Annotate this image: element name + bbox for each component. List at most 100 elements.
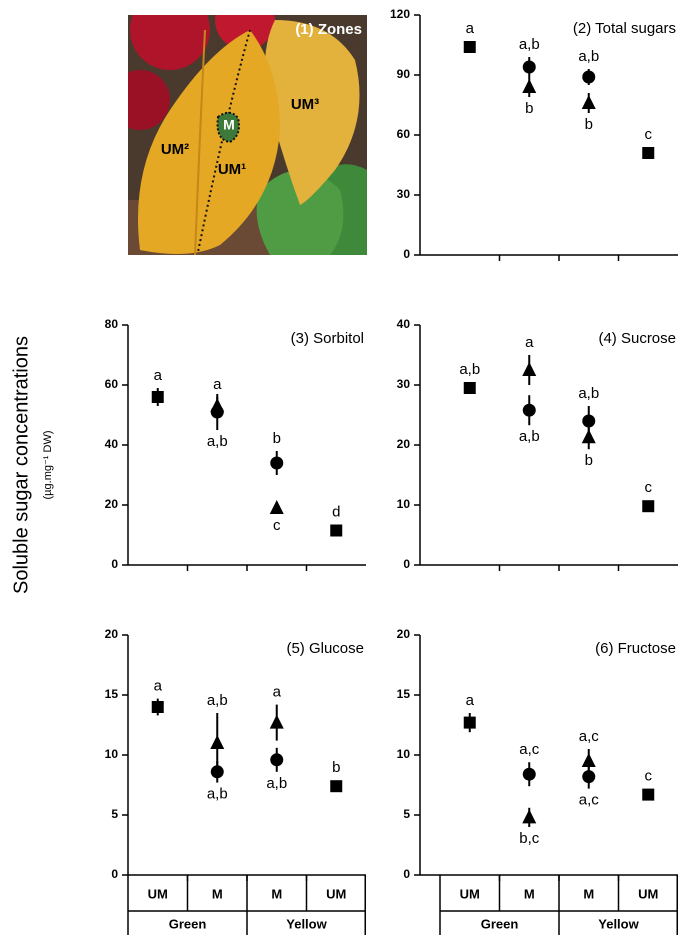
triangle-marker: [210, 398, 225, 412]
zone-label: UM³: [291, 96, 319, 113]
significance-letter: b: [585, 452, 593, 469]
x-category-label: UM: [460, 886, 480, 901]
x-category-label: M: [212, 886, 223, 901]
significance-letter: a,b: [578, 48, 599, 65]
triangle-marker: [522, 362, 537, 376]
square-marker: [642, 788, 655, 801]
y-tick-label: 80: [105, 317, 119, 331]
triangle-marker: [522, 79, 537, 93]
triangle-marker: [581, 429, 596, 444]
y-tick-label: 10: [105, 747, 119, 761]
y-tick-label: 0: [111, 557, 118, 571]
significance-letter: c: [645, 768, 653, 785]
photo-title: (1) Zones: [295, 21, 362, 38]
square-marker: [330, 780, 343, 793]
x-category-label: M: [271, 886, 282, 901]
significance-letter: a: [525, 334, 534, 351]
y-tick-label: 90: [397, 67, 411, 81]
circle-marker: [270, 456, 284, 470]
triangle-marker: [581, 95, 596, 109]
x-group-label: Yellow: [598, 916, 639, 931]
y-tick-label: 5: [111, 807, 118, 821]
y-tick-label: 5: [403, 807, 410, 821]
y-tick-label: 40: [105, 437, 119, 451]
significance-letter: c: [273, 517, 281, 534]
significance-letter: a,b: [519, 36, 540, 53]
significance-letter: a,b: [207, 692, 228, 709]
zone-label: UM¹: [218, 161, 246, 178]
significance-letter: c: [645, 126, 653, 143]
square-marker: [463, 41, 476, 53]
y-tick-label: 15: [105, 687, 119, 701]
square-marker: [463, 382, 476, 394]
significance-letter: b: [525, 100, 533, 117]
significance-letter: a: [213, 376, 222, 393]
circle-marker: [522, 403, 536, 417]
x-group-label: Green: [481, 916, 519, 931]
significance-letter: a: [466, 20, 475, 37]
y-tick-label: 0: [403, 247, 410, 261]
y-tick-label: 15: [397, 687, 411, 701]
significance-letter: b: [332, 759, 340, 776]
significance-letter: a,c: [519, 741, 540, 758]
y-axis-unit: (µg.mg⁻¹ DW): [42, 431, 54, 500]
y-tick-label: 20: [397, 437, 411, 451]
square-marker: [642, 500, 655, 513]
y-tick-label: 10: [397, 747, 411, 761]
x-category-label: UM: [326, 886, 346, 901]
chart-title: (6) Fructose: [595, 640, 676, 657]
triangle-marker: [522, 809, 537, 824]
y-tick-label: 0: [111, 867, 118, 881]
significance-letter: a,c: [579, 792, 600, 809]
circle-marker: [522, 60, 536, 74]
y-tick-label: 0: [403, 867, 410, 881]
triangle-marker: [581, 753, 596, 767]
significance-letter: a,c: [579, 728, 600, 745]
y-tick-label: 40: [397, 317, 411, 331]
y-tick-label: 20: [397, 627, 411, 641]
square-marker: [463, 716, 476, 729]
triangle-marker: [269, 714, 284, 729]
significance-letter: a: [154, 678, 163, 695]
photo: [128, 15, 367, 255]
circle-marker: [582, 70, 596, 84]
x-group-label: Green: [169, 916, 207, 931]
chart-title: (2) Total sugars: [573, 20, 676, 37]
significance-letter: b,c: [519, 830, 540, 847]
chart-title: (5) Glucose: [286, 640, 364, 657]
significance-letter: b: [585, 116, 593, 133]
y-tick-label: 120: [390, 7, 410, 21]
y-tick-label: 30: [397, 187, 411, 201]
circle-marker: [582, 414, 596, 428]
circle-marker: [270, 753, 284, 767]
triangle-marker: [210, 735, 225, 749]
y-axis-label: Soluble sugar concentrations: [10, 336, 32, 594]
square-marker: [151, 391, 164, 403]
square-marker: [330, 524, 343, 537]
significance-letter: d: [332, 503, 340, 520]
circle-marker: [522, 767, 536, 781]
y-tick-label: 60: [105, 377, 119, 391]
y-tick-label: 20: [105, 627, 119, 641]
chart-title: (4) Sucrose: [598, 330, 676, 347]
square-marker: [642, 147, 655, 159]
significance-letter: a: [273, 684, 282, 701]
square-marker: [151, 701, 164, 713]
significance-letter: b: [273, 430, 281, 447]
significance-letter: a,b: [266, 775, 287, 792]
x-group-label: Yellow: [286, 916, 327, 931]
zone-label: M: [223, 117, 235, 133]
significance-letter: a,b: [519, 428, 540, 445]
significance-letter: a,b: [207, 433, 228, 450]
significance-letter: a,b: [578, 385, 599, 402]
x-category-label: M: [583, 886, 594, 901]
significance-letter: a,b: [207, 786, 228, 803]
y-tick-label: 10: [397, 497, 411, 511]
x-category-label: M: [524, 886, 535, 901]
circle-marker: [582, 770, 596, 784]
y-tick-label: 30: [397, 377, 411, 391]
zone-label: UM²: [161, 141, 189, 158]
y-tick-label: 20: [105, 497, 119, 511]
x-category-label: UM: [148, 886, 168, 901]
